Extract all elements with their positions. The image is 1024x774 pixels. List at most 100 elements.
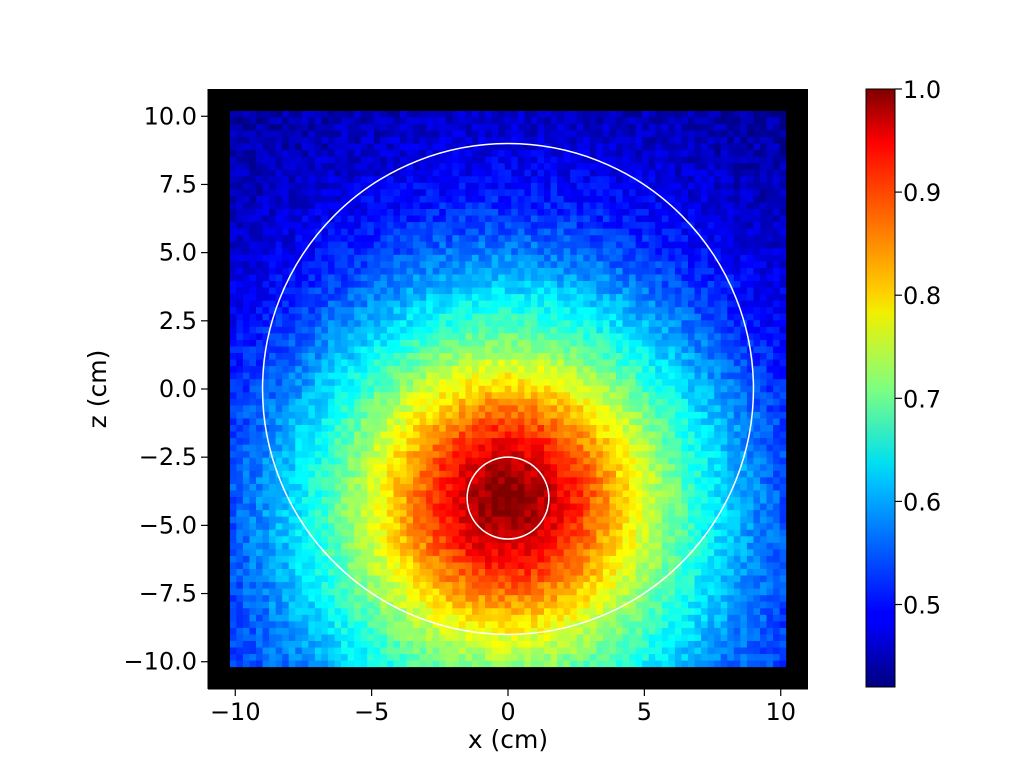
heatmap-cell: [275, 477, 283, 485]
heatmap-cell: [282, 353, 290, 361]
heatmap-cell: [341, 372, 349, 380]
heatmap-cell: [373, 202, 381, 210]
heatmap-cell: [295, 176, 303, 184]
heatmap-cell: [360, 248, 368, 256]
heatmap-cell: [439, 202, 447, 210]
heatmap-cell: [249, 477, 257, 485]
heatmap-cell: [269, 418, 277, 426]
heatmap-cell: [432, 411, 440, 420]
heatmap-cell: [537, 209, 545, 217]
heatmap-cell: [360, 339, 368, 348]
heatmap-cell: [452, 464, 460, 472]
heatmap-cell: [589, 497, 597, 505]
heatmap-cell: [609, 503, 617, 511]
heatmap-cell: [609, 464, 617, 472]
heatmap-cell: [602, 562, 611, 570]
heatmap-cell: [445, 588, 453, 596]
heatmap-cell: [570, 353, 578, 361]
heatmap-cell: [596, 281, 604, 289]
heatmap-cell: [256, 641, 264, 649]
heatmap-cell: [262, 150, 270, 158]
heatmap-cell: [596, 411, 604, 420]
heatmap-cell: [406, 562, 414, 570]
heatmap-cell: [485, 516, 493, 524]
heatmap-cell: [485, 241, 493, 249]
heatmap-cell: [367, 542, 375, 550]
heatmap-cell: [236, 582, 244, 590]
heatmap-cell: [583, 267, 591, 276]
heatmap-cell: [262, 418, 270, 426]
heatmap-cell: [288, 359, 296, 367]
heatmap-cell: [439, 235, 447, 243]
heatmap-cell: [249, 235, 257, 243]
heatmap-cell: [596, 614, 604, 622]
heatmap-cell: [301, 569, 309, 577]
heatmap-cell: [458, 575, 467, 583]
heatmap-cell: [314, 614, 323, 622]
heatmap-cell: [321, 156, 329, 164]
heatmap-cell: [386, 346, 395, 354]
heatmap-cell: [367, 595, 375, 603]
heatmap-cell: [530, 372, 539, 380]
heatmap-cell: [530, 503, 539, 511]
heatmap-cell: [314, 464, 323, 472]
heatmap-cell: [373, 411, 381, 420]
heatmap-cell: [583, 569, 591, 577]
heatmap-cell: [472, 451, 480, 459]
heatmap-cell: [301, 431, 309, 439]
heatmap-cell: [308, 575, 316, 583]
heatmap-cell: [557, 536, 565, 544]
heatmap-cell: [373, 660, 381, 668]
heatmap-cell: [360, 379, 368, 387]
heatmap-cell: [406, 523, 414, 531]
heatmap-cell: [256, 444, 264, 452]
heatmap-cell: [609, 169, 617, 177]
heatmap-cell: [530, 536, 539, 544]
heatmap-cell: [583, 241, 591, 249]
heatmap-cell: [288, 215, 296, 223]
heatmap-cell: [269, 130, 277, 138]
heatmap-cell: [570, 555, 578, 564]
heatmap-cell: [386, 137, 395, 145]
heatmap-cell: [439, 353, 447, 361]
heatmap-cell: [537, 411, 545, 420]
heatmap-cell: [262, 444, 270, 452]
heatmap-cell: [550, 627, 558, 636]
heatmap-cell: [282, 346, 290, 354]
heatmap-cell: [262, 326, 270, 334]
heatmap-cell: [360, 601, 368, 609]
heatmap-cell: [596, 123, 604, 132]
heatmap-cell: [373, 405, 381, 413]
heatmap-cell: [458, 425, 467, 433]
heatmap-cell: [419, 510, 427, 518]
heatmap-cell: [504, 627, 512, 636]
heatmap-cell: [570, 123, 578, 132]
heatmap-cell: [478, 326, 486, 334]
heatmap-cell: [589, 366, 597, 374]
heatmap-cell: [347, 654, 355, 662]
heatmap-cell: [432, 123, 440, 132]
heatmap-cell: [498, 359, 506, 367]
heatmap-cell: [282, 294, 290, 302]
heatmap-cell: [439, 228, 447, 236]
heatmap-cell: [485, 130, 493, 138]
heatmap-cell: [570, 654, 578, 662]
heatmap-cell: [544, 248, 552, 256]
heatmap-cell: [367, 241, 375, 249]
heatmap-cell: [229, 353, 237, 361]
heatmap-cell: [452, 143, 460, 151]
heatmap-cell: [504, 359, 512, 367]
heatmap-cell: [321, 254, 329, 262]
heatmap-cell: [242, 438, 251, 446]
heatmap-cell: [413, 549, 421, 557]
heatmap-cell: [242, 405, 251, 413]
heatmap-cell: [334, 281, 342, 289]
heatmap-cell: [557, 241, 565, 249]
heatmap-cell: [295, 130, 303, 138]
heatmap-cell: [550, 300, 558, 308]
heatmap-cell: [367, 614, 375, 622]
heatmap-cell: [583, 209, 591, 217]
heatmap-cell: [262, 169, 270, 177]
heatmap-cell: [570, 418, 578, 426]
heatmap-cell: [426, 281, 434, 289]
